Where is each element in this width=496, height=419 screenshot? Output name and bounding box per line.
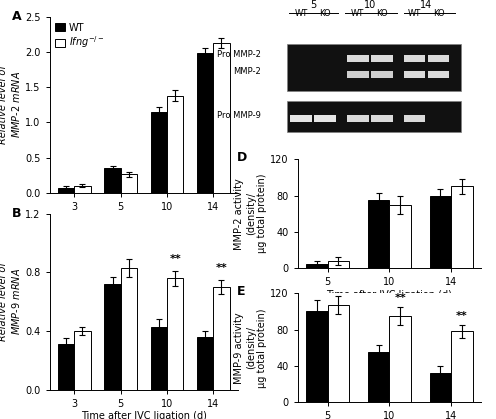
Bar bbox=[58, 344, 74, 390]
Bar bbox=[197, 53, 213, 193]
Bar bbox=[404, 71, 426, 78]
Bar bbox=[327, 305, 349, 402]
Bar bbox=[213, 43, 230, 193]
Bar bbox=[74, 331, 91, 390]
Bar bbox=[368, 200, 389, 268]
Bar bbox=[121, 174, 137, 193]
Bar bbox=[371, 115, 393, 122]
Bar bbox=[389, 316, 411, 402]
Text: MMP-2: MMP-2 bbox=[233, 67, 261, 75]
Bar bbox=[404, 115, 426, 122]
Text: B: B bbox=[12, 207, 21, 220]
Bar bbox=[287, 44, 461, 91]
Text: E: E bbox=[237, 285, 246, 297]
Bar bbox=[197, 337, 213, 390]
Bar bbox=[213, 287, 230, 390]
X-axis label: Time after IVC ligation (d): Time after IVC ligation (d) bbox=[81, 411, 207, 419]
Bar bbox=[347, 71, 369, 78]
Bar bbox=[428, 55, 449, 62]
Bar bbox=[347, 55, 369, 62]
Bar bbox=[167, 96, 183, 193]
Bar bbox=[428, 71, 449, 78]
Bar bbox=[105, 168, 121, 193]
Bar bbox=[371, 71, 393, 78]
Text: KO: KO bbox=[319, 9, 331, 18]
Text: 10: 10 bbox=[364, 0, 376, 10]
Text: WT: WT bbox=[408, 9, 421, 18]
Bar bbox=[371, 55, 393, 62]
Bar bbox=[451, 186, 473, 268]
Text: KO: KO bbox=[433, 9, 444, 18]
Bar bbox=[105, 284, 121, 390]
Bar bbox=[74, 186, 91, 193]
X-axis label: Time after IVC ligation (d): Time after IVC ligation (d) bbox=[81, 215, 207, 225]
Bar bbox=[389, 204, 411, 268]
Text: **: ** bbox=[394, 292, 406, 303]
Bar bbox=[306, 264, 327, 268]
Bar bbox=[151, 112, 167, 193]
Bar bbox=[151, 327, 167, 390]
Text: KO: KO bbox=[376, 9, 388, 18]
Bar bbox=[347, 115, 369, 122]
Bar bbox=[287, 101, 461, 132]
Text: WT: WT bbox=[351, 9, 365, 18]
Bar bbox=[290, 115, 312, 122]
Text: Pro MMP-2: Pro MMP-2 bbox=[217, 50, 261, 59]
X-axis label: Time after IVC ligation (d): Time after IVC ligation (d) bbox=[326, 290, 452, 300]
Bar bbox=[167, 278, 183, 390]
Text: **: ** bbox=[456, 311, 468, 321]
Bar bbox=[327, 261, 349, 268]
Y-axis label: Relative level of
$MMP$-$9$ mRNA: Relative level of $MMP$-$9$ mRNA bbox=[0, 262, 22, 341]
Text: C: C bbox=[237, 0, 246, 3]
Y-axis label: MMP-2 activity
(density/
µg total protein): MMP-2 activity (density/ µg total protei… bbox=[234, 174, 267, 253]
Bar bbox=[121, 268, 137, 390]
Text: WT: WT bbox=[295, 9, 308, 18]
Text: 5: 5 bbox=[310, 0, 316, 10]
Text: D: D bbox=[237, 150, 248, 163]
Text: **: ** bbox=[169, 254, 181, 264]
Text: A: A bbox=[12, 10, 21, 23]
Text: Pro MMP-9: Pro MMP-9 bbox=[217, 111, 261, 119]
Y-axis label: MMP-9 activity
(density/
µg total protein): MMP-9 activity (density/ µg total protei… bbox=[234, 308, 267, 388]
Bar bbox=[314, 115, 336, 122]
Bar bbox=[368, 352, 389, 402]
Bar bbox=[58, 188, 74, 193]
Bar bbox=[306, 311, 327, 402]
Y-axis label: Relative level of
$MMP$-$2$ mRNA: Relative level of $MMP$-$2$ mRNA bbox=[0, 65, 22, 144]
Legend: WT, $Ifng^{-/-}$: WT, $Ifng^{-/-}$ bbox=[55, 22, 106, 51]
Bar bbox=[430, 373, 451, 402]
Bar bbox=[430, 196, 451, 268]
Bar bbox=[404, 55, 426, 62]
Text: 14: 14 bbox=[421, 0, 433, 10]
Text: **: ** bbox=[216, 263, 227, 273]
Bar bbox=[451, 331, 473, 402]
